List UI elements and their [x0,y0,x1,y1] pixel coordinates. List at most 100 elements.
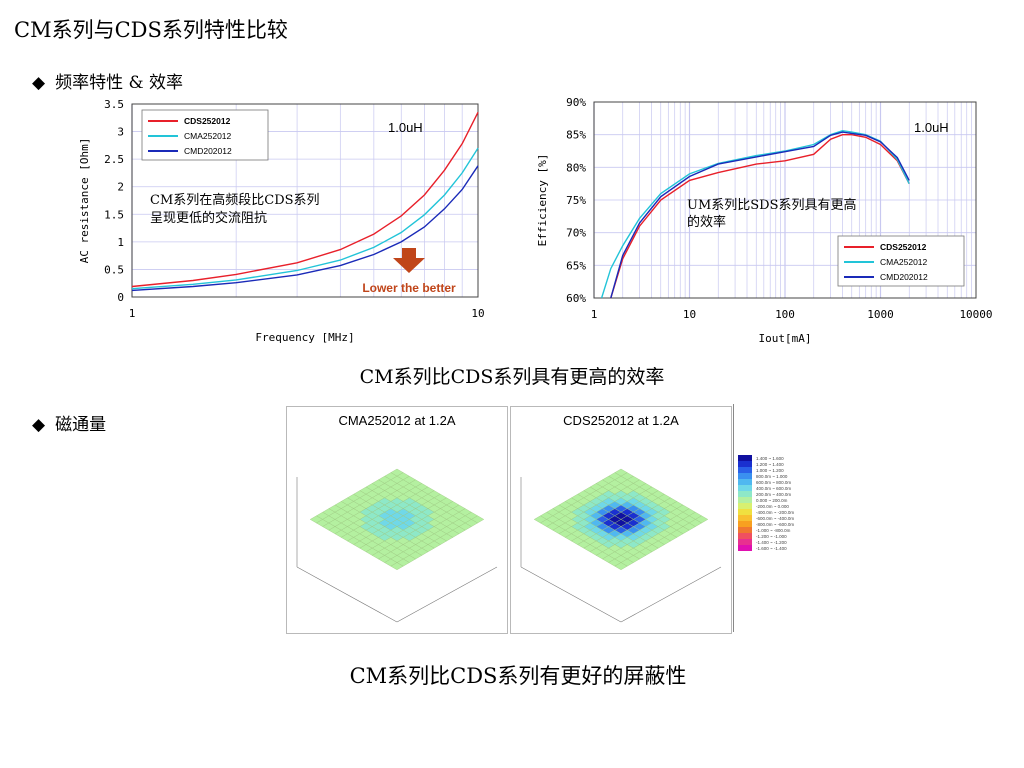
legend-label: CMA252012 [880,257,928,267]
legend-range-label: -800.0m ~ -600.0m [756,522,794,527]
flux-surface-cds [520,468,722,623]
inductance-annotation: 1.0uH [388,120,423,135]
legend-range-label: 1.000 ~ 1.200 [756,468,784,473]
axis-line [520,566,622,623]
legend-range-label: -1.600 ~ -1.400 [756,546,787,551]
legend-label: CMA252012 [184,131,232,141]
diamond-bullet-icon: ◆ [32,415,46,435]
legend-color-swatch [738,539,752,545]
x-tick-label: 100 [775,308,795,321]
legend-color-swatch [738,455,752,461]
legend-color-swatch [738,533,752,539]
y-tick-label: 60% [566,292,586,305]
chart-note-line: 呈现更低的交流阻抗 [150,210,267,226]
arrow-label: Lower the better [362,281,456,295]
legend-color-swatch [738,521,752,527]
legend-color-swatch [738,473,752,479]
y-tick-label: 65% [566,259,586,272]
y-tick-label: 85% [566,129,586,142]
divider [733,404,734,632]
caption-efficiency: CM系列比CDS系列具有更高的效率 [359,366,665,388]
y-tick-label: 75% [566,194,586,207]
legend-label: CDS252012 [880,242,927,252]
ac-resistance-chart: 0 0.5 1 1.5 2 2.5 3 3.5 1 10 Frequency [MHz] AC res… [78,98,485,344]
plot-frame [593,101,977,299]
axis-line [396,566,498,623]
legend-range-label: -200.0m ~ 0.000 [756,504,789,509]
diamond-bullet-icon: ◆ [32,73,46,93]
x-axis-label: Iout[mA] [759,332,812,345]
legend-label: CDS252012 [184,116,231,126]
legend-color-swatch [738,485,752,491]
series-line-cds252012 [610,134,910,299]
chart-note: UM系列比SDS系列具有更高的效率 [687,197,857,230]
efficiency-chart: 60% 65% 70% 75% 80% 85% 90% 1 10 100 1000 10000 Iout… [536,96,993,345]
y-tick-label: 0.5 [104,263,124,276]
flux-cell [614,562,628,571]
legend-range-label: 800.0m ~ 1.000 [756,474,788,479]
section-label: 频率特性 & 效率 [55,73,184,93]
axis-line [296,566,398,623]
inductance-annotation: 1.0uH [914,120,949,135]
section-heading-frequency: ◆ 频率特性 & 效率 [32,68,183,93]
plot-frame [131,103,479,298]
panel-title: CDS252012 at 1.2A [563,413,679,428]
y-tick-label: 0 [117,291,124,304]
legend-color-swatch [738,527,752,533]
legend-range-label: -600.0m ~ -400.0m [756,516,794,521]
flux-panel-cma: CMA252012 at 1.2A [286,406,508,634]
page-title: CM系列与CDS系列特性比较 [14,18,288,42]
legend-color-swatch [738,515,752,521]
legend-label: CMD202012 [880,272,928,282]
legend-color-swatch [738,491,752,497]
legend-color-swatch [738,545,752,551]
section-label: 磁通量 [55,415,107,435]
flux-surface-cma [296,468,498,623]
legend-range-label: 1.200 ~ 1.400 [756,462,784,467]
legend-range-label: -1.200 ~ -1.000 [756,534,787,539]
x-tick-label: 10 [683,308,696,321]
series-line-cma252012 [131,147,479,290]
legend-color-swatch [738,479,752,485]
y-tick-label: 2 [117,181,124,194]
x-tick-label: 1 [129,307,136,320]
y-tick-label: 70% [566,227,586,240]
y-tick-label: 2.5 [104,153,124,166]
series-line-cmd202012 [131,165,479,292]
x-tick-label: 10 [471,307,484,320]
x-axis-label: Frequency [MHz] [255,331,354,344]
y-tick-label: 1 [117,236,124,249]
legend-range-label: 1.400 ~ 1.600 [756,456,784,461]
legend-range-label: 0.000 ~ 200.0m [756,498,788,503]
legend-label: CMD202012 [184,146,232,156]
legend-color-swatch [738,503,752,509]
down-arrow-icon [393,248,425,273]
y-axis-label: Efficiency [%] [536,154,549,247]
flux-cell [390,562,404,571]
axis-line [620,566,722,623]
y-tick-label: 80% [566,161,586,174]
flux-panel-cds: CDS252012 at 1.2A [510,406,732,634]
x-tick-label: 1 [591,308,598,321]
chart-note-line: 的效率 [687,214,726,230]
legend-range-label: -400.0m ~ -200.0m [756,510,794,515]
y-tick-label: 1.5 [104,208,124,221]
legend-range-label: 200.0m ~ 400.0m [756,492,791,497]
y-tick-label: 90% [566,96,586,109]
series-line-cds252012 [131,111,479,288]
chart-note: CM系列在高频段比CDS系列呈现更低的交流阻抗 [150,192,320,226]
legend-color-swatch [738,497,752,503]
section-heading-flux: ◆ 磁通量 [32,410,106,435]
y-tick-label: 3 [117,126,124,139]
panel-title: CMA252012 at 1.2A [338,413,456,428]
legend-range-label: -1.000 ~ -800.0m [756,528,791,533]
x-tick-label: 1000 [867,308,894,321]
legend-range-label: 400.0m ~ 600.0m [756,486,791,491]
legend-color-swatch [738,461,752,467]
series-line-cmd202012 [610,131,910,299]
chart-note-line: CM系列在高频段比CDS系列 [150,192,320,208]
caption-shielding: CM系列比CDS系列有更好的屏蔽性 [349,664,687,688]
x-tick-label: 10000 [959,308,992,321]
chart-note-line: UM系列比SDS系列具有更高 [687,197,857,213]
